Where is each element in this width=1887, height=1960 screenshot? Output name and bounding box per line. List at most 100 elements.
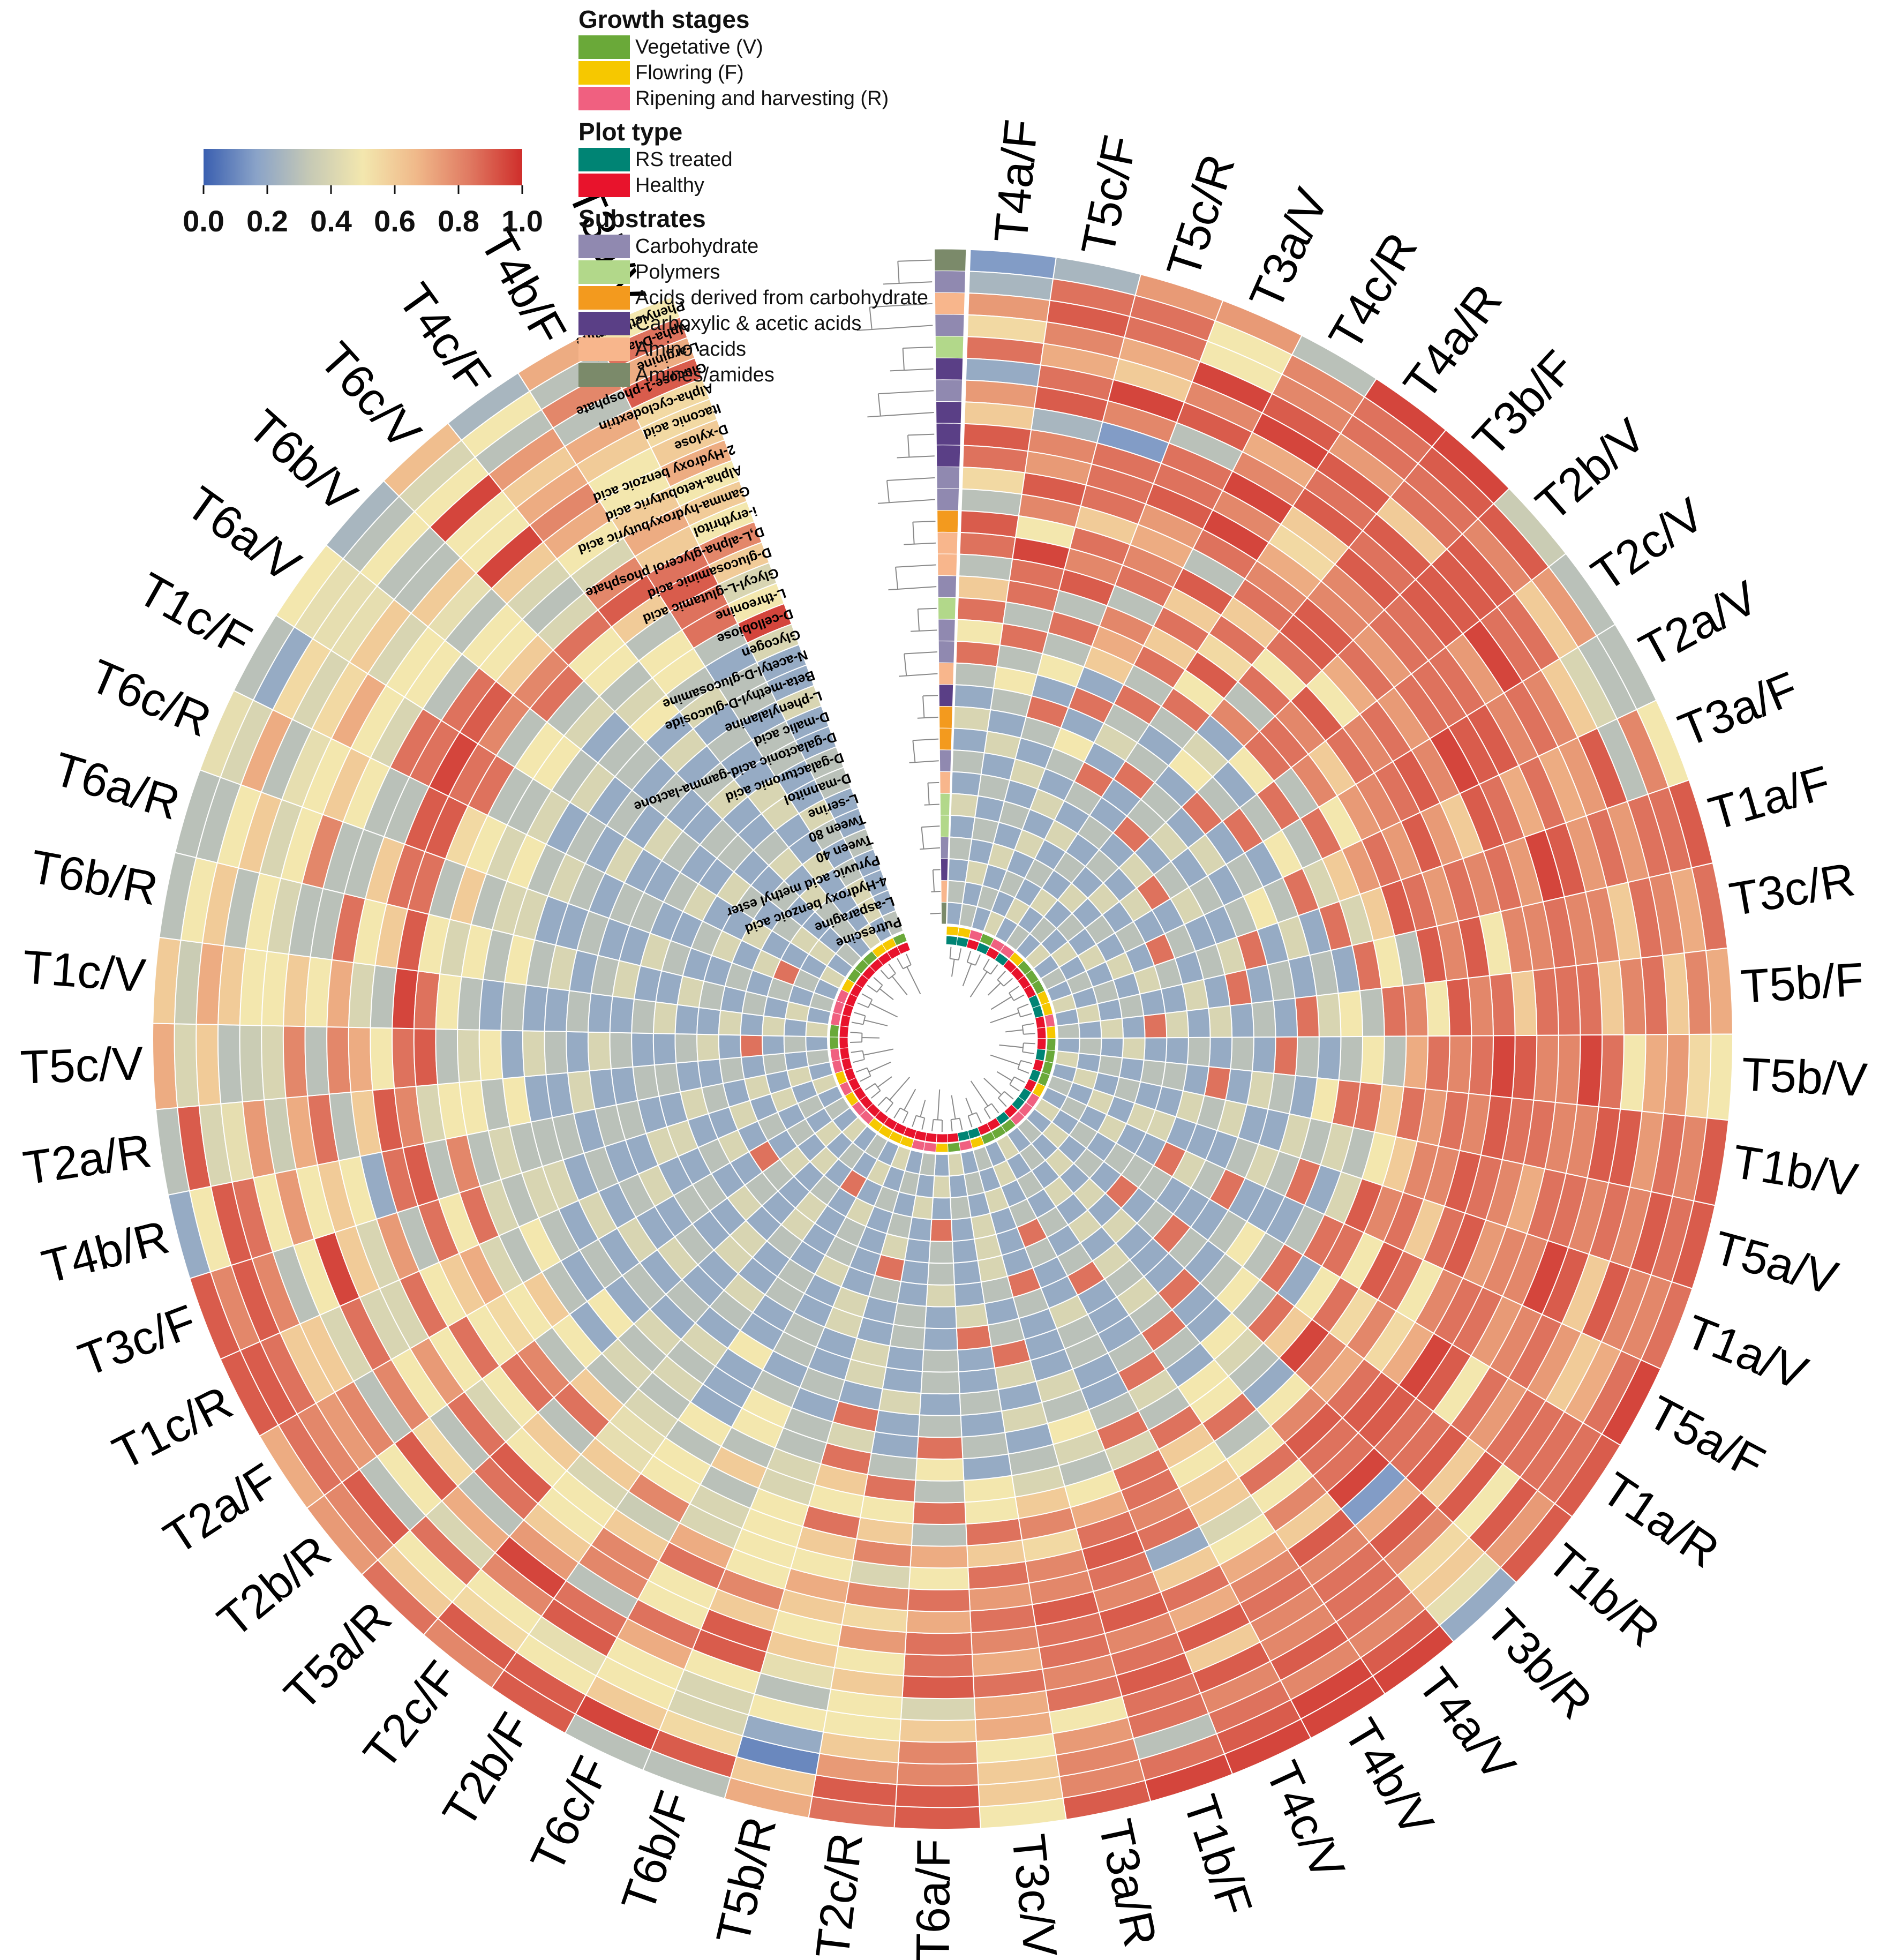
heatmap-cell	[905, 1610, 972, 1634]
sample-label: T6b/V	[238, 399, 367, 523]
plot-type-cell	[946, 1132, 959, 1143]
heatmap-cell	[952, 727, 988, 754]
substrate-class-cell	[940, 815, 950, 838]
heatmap-cell	[1338, 1035, 1364, 1083]
substrate-class-cell	[940, 858, 949, 881]
sample-label: T5a/R	[274, 1591, 401, 1721]
legend-label: Acids derived from carbohydrate	[635, 287, 928, 309]
heatmap-cell	[1100, 1017, 1124, 1039]
heatmap-rings	[152, 249, 1733, 1830]
heatmap-cell	[953, 705, 991, 732]
heatmap-cell	[909, 1544, 969, 1569]
legend-swatch	[578, 148, 630, 171]
heatmap-cell	[927, 1262, 955, 1286]
substrate-dendrogram	[856, 259, 941, 914]
heatmap-cell	[1251, 1000, 1276, 1038]
heatmap-cell	[1078, 1020, 1102, 1039]
sample-label: T3c/R	[1726, 852, 1859, 926]
heatmap-cell	[949, 814, 976, 840]
sample-annotation-rings	[829, 926, 1056, 1153]
heatmap-cell	[1359, 1035, 1385, 1085]
substrate-class-cell	[939, 749, 952, 772]
heatmap-cell	[544, 987, 570, 1032]
heatmap-cell	[956, 1324, 993, 1351]
heatmap-cell	[1164, 1037, 1189, 1065]
legend-label: RS treated	[635, 148, 733, 171]
growth-stage-cell	[923, 1142, 937, 1153]
sample-label: T5c/F	[1071, 131, 1146, 260]
substrate-class-cell	[940, 836, 949, 859]
plot-type-cell	[1034, 1016, 1046, 1029]
sample-label: T4b/R	[36, 1210, 174, 1294]
heatmap-cell	[152, 1023, 178, 1110]
heatmap-cell	[674, 1033, 699, 1064]
sample-label: T1a/V	[1678, 1304, 1815, 1400]
substrate-class-cell	[936, 466, 960, 490]
sample-label: T4b/F	[470, 220, 577, 354]
heatmap-cell	[926, 1283, 956, 1308]
heatmap-cell	[674, 1004, 700, 1035]
legend-swatch	[578, 337, 630, 361]
heatmap-cell	[1078, 1038, 1102, 1056]
heatmap-cell	[950, 793, 979, 818]
heatmap-cell	[1315, 993, 1342, 1038]
heatmap-cell	[1056, 1023, 1080, 1039]
heatmap-cell	[697, 1058, 724, 1088]
substrate-class-cell	[938, 619, 956, 642]
heatmap-cell	[949, 1174, 968, 1198]
legend-label: Flowring (F)	[635, 62, 744, 84]
substrate-class-ring	[934, 249, 967, 925]
sample-label: T3a/F	[1671, 661, 1805, 757]
heatmap-cell	[920, 1371, 960, 1395]
heatmap-cell	[1121, 1015, 1146, 1039]
sample-label: T5a/V	[1708, 1221, 1844, 1305]
plot-type-cell	[1035, 1048, 1046, 1062]
heatmap-cell	[174, 1023, 200, 1108]
plot-type-cell	[839, 1025, 849, 1038]
growth-stage-cell	[829, 1037, 839, 1050]
heatmap-cell	[1186, 1008, 1211, 1039]
substrate-class-cell	[936, 488, 960, 511]
substrate-class-cell	[937, 553, 958, 576]
heatmap-cell	[239, 1024, 265, 1103]
sample-label: T6a/R	[48, 742, 186, 830]
heatmap-cell	[897, 1281, 928, 1307]
sample-label: T6c/F	[520, 1748, 620, 1880]
heatmap-cell	[1316, 1036, 1342, 1081]
sample-label: T5a/F	[1640, 1385, 1773, 1490]
heatmap-cell	[1403, 1035, 1429, 1090]
sample-label: T1b/V	[1729, 1135, 1862, 1207]
heatmap-cell	[908, 1566, 970, 1590]
sample-label: T2c/R	[806, 1830, 873, 1960]
color-scale-gradient	[204, 149, 522, 185]
heatmap-cell	[457, 1028, 482, 1083]
sample-label: T6a/F	[906, 1839, 960, 1960]
heatmap-cell	[718, 1034, 742, 1060]
heatmap-cell	[522, 984, 548, 1032]
heatmap-cell	[413, 1028, 439, 1087]
legend-swatch	[578, 174, 630, 197]
legend-title: Substrates	[578, 205, 706, 232]
substrate-class-cell	[934, 271, 966, 294]
heatmap-cell	[566, 1031, 590, 1073]
heatmap-cell	[881, 910, 904, 937]
heatmap-cell	[696, 1007, 721, 1035]
heatmap-cell	[719, 1056, 746, 1084]
growth-stage-cell	[830, 1048, 841, 1062]
sample-label: T3c/V	[1002, 1831, 1067, 1959]
plot-type-cell	[841, 1057, 853, 1071]
heatmap-cell	[304, 1026, 330, 1097]
heatmap-cell	[1554, 1034, 1581, 1106]
heatmap-cell	[805, 1035, 829, 1052]
sample-label: T6b/F	[611, 1785, 702, 1919]
legend-label: Polymers	[635, 261, 720, 283]
substrate-class-cell	[936, 445, 961, 468]
heatmap-cell	[370, 1027, 395, 1091]
scale-tick-label: 0.2	[246, 204, 288, 238]
plot-type-cell	[839, 1047, 851, 1060]
substrate-class-cell	[938, 684, 954, 707]
growth-stage-cell	[1046, 1038, 1056, 1052]
heatmap-cell	[1100, 1037, 1124, 1058]
heatmap-cell	[718, 1009, 743, 1036]
heatmap-cell	[1208, 1005, 1233, 1038]
